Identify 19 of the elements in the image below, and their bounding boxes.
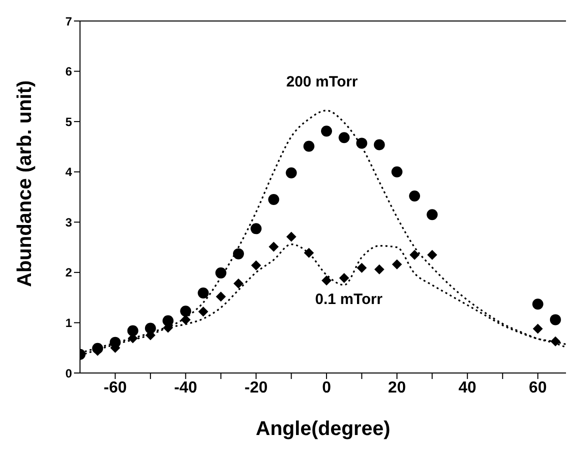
x-tick-label: 60 (528, 379, 547, 396)
y-axis-title: Abundance (arb. unit) (14, 80, 36, 287)
y-tick-label: 6 (65, 64, 72, 79)
y-tick-label: 0 (65, 366, 72, 380)
x-tick-label: -60 (104, 379, 127, 396)
x-tick-label: -20 (244, 379, 268, 396)
x-tick-label: -40 (174, 379, 198, 396)
y-tick-label: 1 (65, 316, 72, 330)
y-tick-label: 4 (65, 165, 72, 180)
y-tick-label: 5 (65, 114, 72, 129)
text: 200 mTorr (286, 74, 358, 91)
x-tick-label: 20 (388, 379, 406, 396)
y-tick-label: 3 (65, 215, 72, 230)
y-tick-label: 2 (65, 266, 72, 280)
x-axis-title: Angle(degree) (256, 418, 390, 440)
x-tick-label: 40 (458, 379, 476, 396)
y-tick-label: 7 (65, 14, 72, 28)
x-tick-label: 0 (322, 379, 332, 396)
series-label: 0.1 mTorr (315, 291, 383, 308)
